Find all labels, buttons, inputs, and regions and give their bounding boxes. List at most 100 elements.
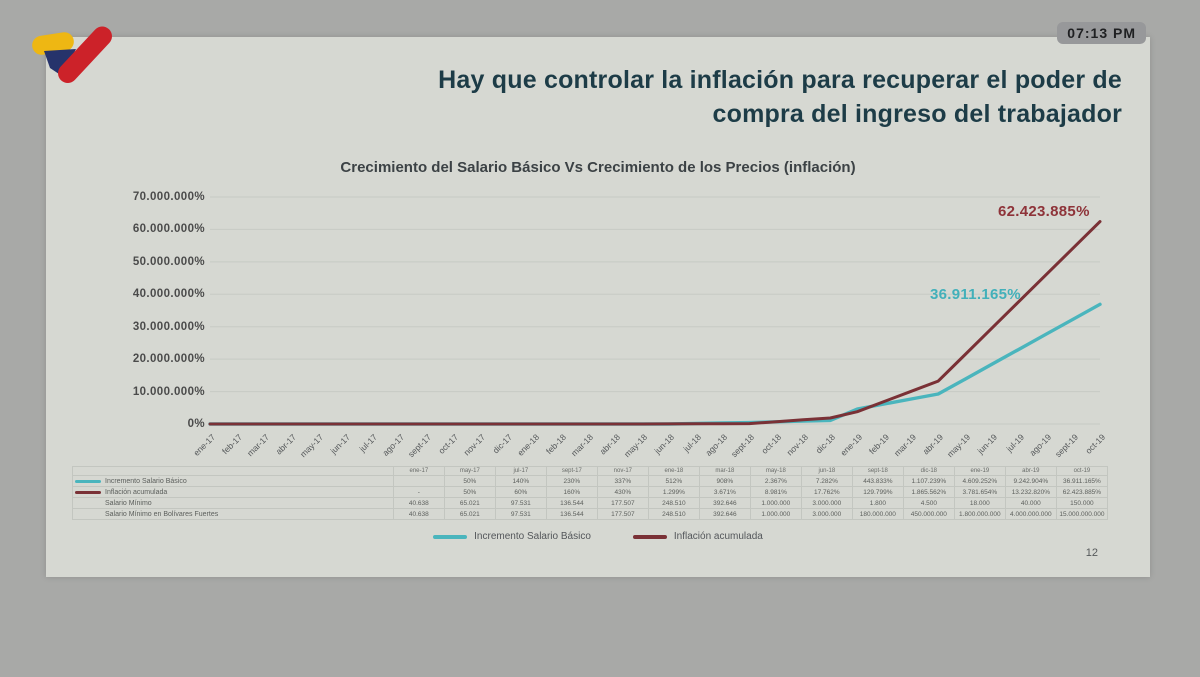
x-axis-tick-label: feb-18 [543,432,568,457]
table-cell: 177.507 [596,497,649,509]
legend-item: Incremento Salario Básico [433,531,591,542]
table-column-header: oct-19 [1055,466,1109,476]
presentation-slide: Hay que controlar la inflación para recu… [46,37,1150,577]
table-column-header: jul-17 [494,466,547,476]
table-column-header: mar-18 [698,466,751,476]
x-axis-tick-label: nov-18 [784,432,811,458]
table-cell: 40.638 [392,497,445,509]
row-label-text: Salario Mínimo [105,499,152,507]
chart-legend: Incremento Salario Básico Inflación acumu… [46,531,1150,542]
table-cell: 4.609.252% [953,475,1006,487]
table-cell [392,475,445,487]
table-cell: 136.544 [545,497,598,509]
x-axis-tick-label: may-18 [621,432,649,460]
table-cell: 1.800 [851,497,904,509]
table-column-header: abr-19 [1004,466,1057,476]
table-row-label: Salario Mínimo en Bolívares Fuertes [72,508,394,520]
logo-yellow-bar [32,32,74,55]
y-axis-tick-label: 30.000.000% [132,320,205,333]
row-label-text: Incremento Salario Básico [105,477,187,485]
series-line-inflacion [208,220,1102,426]
table-cell: 1.865.562% [902,486,955,498]
table-cell: 15.000.000.000 [1055,508,1109,520]
x-axis-tick-label: may-17 [297,432,325,460]
table-column-header: ene-17 [392,466,445,476]
legend-swatch-icon [433,534,468,539]
table-cell: 140% [494,475,547,487]
table-cell: 908% [698,475,751,487]
table-column-header: sept-17 [545,466,598,476]
logo-red-bar [58,26,112,83]
x-axis-tick-label: ago-17 [380,432,406,458]
chart-canvas [208,196,1102,426]
x-axis-tick-label: abr-18 [597,432,622,457]
x-axis-tick-label: ago-19 [1027,432,1054,458]
table-cell: 60% [494,486,547,498]
x-axis-tick-label: may-19 [945,432,973,460]
table-row-label: Inflación acumulada [72,486,394,498]
x-axis-tick-label: nov-17 [461,432,487,458]
y-axis-tick-label: 40.000.000% [132,288,205,301]
legend-label: Incremento Salario Básico [474,531,591,542]
chart-plot-area [208,196,1102,426]
x-axis-tick-label: sept-19 [1052,432,1081,460]
table-cell: 248.510 [647,508,700,520]
x-axis-tick-label: mar-18 [568,432,595,459]
x-axis-tick-label: ene-18 [514,432,541,458]
table-cell: 4.500 [902,497,955,509]
table-column-header: may-18 [749,466,802,476]
table-cell: 65.021 [443,508,496,520]
x-axis-tick-label: ago-18 [703,432,730,458]
table-cell: 65.021 [443,497,496,509]
x-axis-tick-label: dic-18 [813,432,838,456]
table-row-label: Incremento Salario Básico [72,475,394,487]
table-row: Salario Mínimo en Bolívares Fuertes 40.63… [72,508,1109,520]
table-column-header: nov-17 [596,466,649,476]
table-header-row: ene-17 may-17 jul-17 sept-17 nov-17 ene-18 mar… [72,466,1109,476]
chart-data-table: ene-17 may-17 jul-17 sept-17 nov-17 ene-18 mar… [72,466,1109,520]
table-row: Incremento Salario Básico 50% 140% 230% 337%… [72,475,1109,487]
table-cell: 1.107.239% [902,475,955,487]
table-column-header: sept-18 [851,466,904,476]
table-cell: 18.000 [953,497,1006,509]
swatch-spacer [75,502,101,505]
table-column-header: ene-18 [647,466,700,476]
slide-title-line2: compra del ingreso del trabajador [712,100,1122,128]
table-cell: 160% [545,486,598,498]
salary-end-value-label: 36.911.165% [930,286,1021,303]
table-cell: 62.423.885% [1055,486,1109,498]
y-axis-tick-label: 0% [187,418,205,430]
table-cell: 17.762% [800,486,853,498]
row-label-text: Inflación acumulada [105,488,168,496]
vtv-logo [32,26,112,83]
table-cell: 392.646 [698,508,751,520]
table-row-label: Salario Mínimo [72,497,394,509]
y-axis-tick-label: 70.000.000% [132,191,205,203]
x-axis-tick-label: jun-18 [651,432,676,456]
table-corner-cell [72,466,394,476]
y-axis-tick-label: 60.000.000% [132,223,205,236]
table-cell: 248.510 [647,497,700,509]
table-cell: 129.799% [851,486,904,498]
table-column-header: jun-18 [800,466,853,476]
y-axis-tick-label: 20.000.000% [132,353,205,366]
table-cell: 3.671% [698,486,751,498]
x-axis-tick-label: jun-19 [975,432,1000,456]
table-header-row: ene-17 may-17 jul-17 sept-17 nov-17 ene-18 mar… [72,466,1109,476]
table-cell: 97.531 [494,508,547,520]
slide-page-number: 12 [1085,547,1098,559]
x-axis-tick-label: feb-17 [219,432,245,457]
table-cell: 40.000 [1004,497,1057,509]
broadcast-time-badge: 07:13 PM [1057,22,1146,44]
table-cell: 3.000.000 [800,508,853,520]
swatch-spacer [75,513,101,516]
x-axis-tick-label: feb-19 [867,432,892,457]
x-axis-tick-label: jul-17 [357,432,379,454]
table-column-header: ene-19 [953,466,1006,476]
table-cell: 430% [596,486,649,498]
table-cell: 8.981% [749,486,802,498]
table-cell: 392.646 [698,497,751,509]
table-cell: 1.299% [647,486,700,498]
table-column-header: may-17 [443,466,496,476]
table-cell: 3.781.654% [953,486,1006,498]
